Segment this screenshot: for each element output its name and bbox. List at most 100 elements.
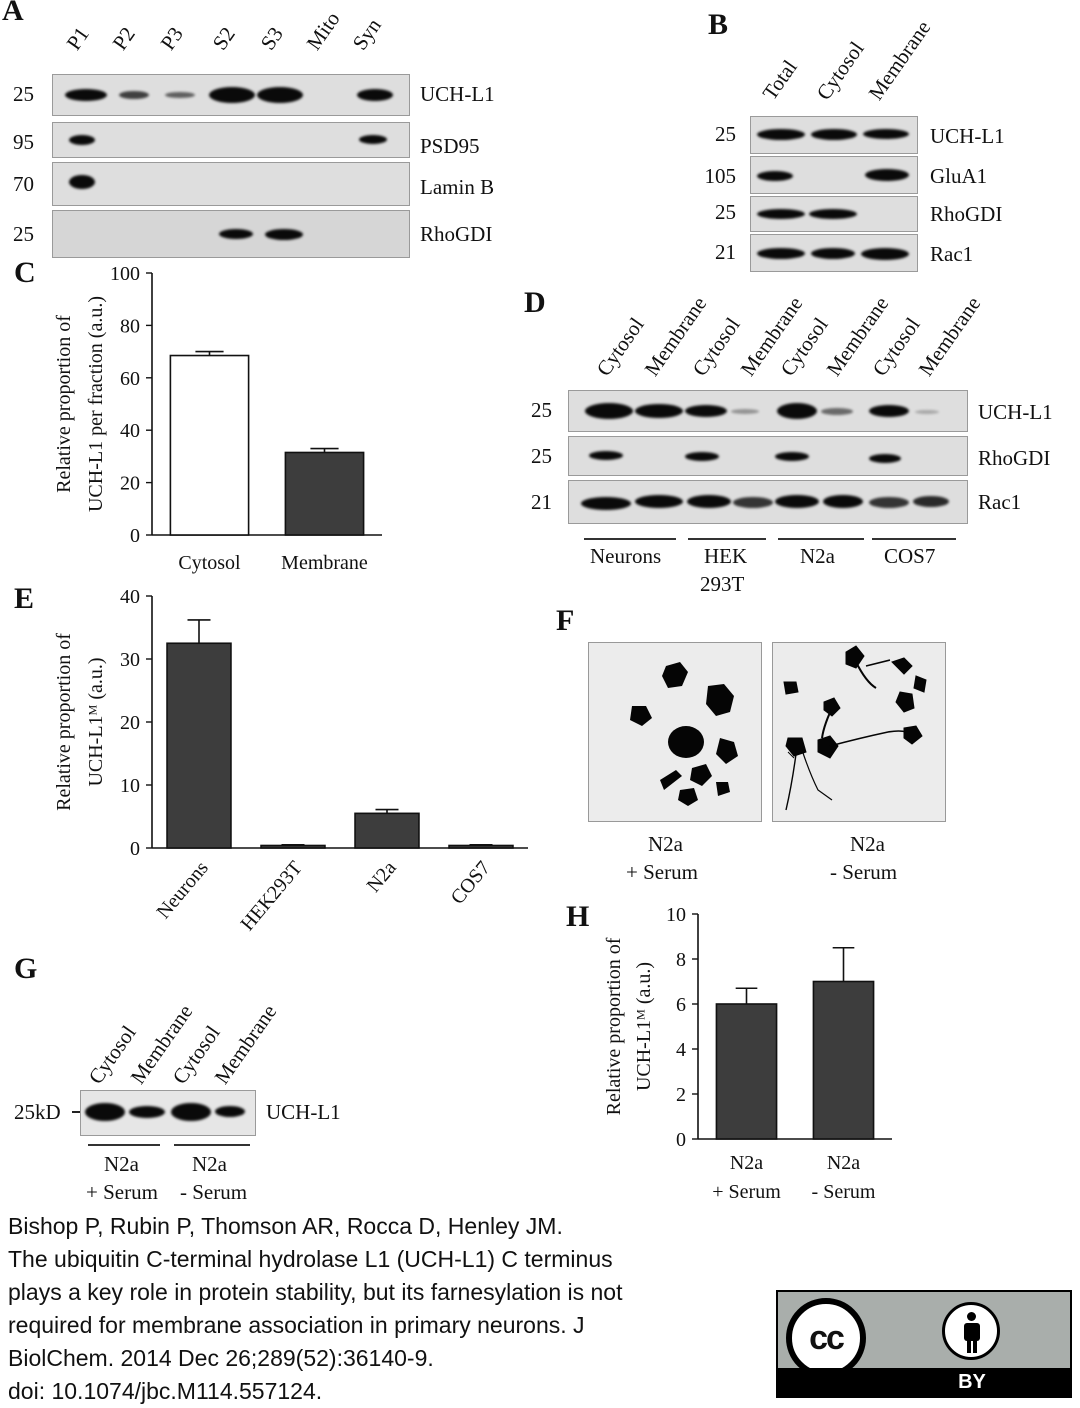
micrograph-label: N2a xyxy=(850,832,885,856)
y-tick-label: 0 xyxy=(676,1129,686,1151)
row-label: Lamin B xyxy=(420,175,495,199)
y-tick-label: 40 xyxy=(120,420,140,442)
group-underline xyxy=(88,1144,160,1146)
micrograph-serum xyxy=(588,642,762,822)
group-label: N2a xyxy=(104,1152,139,1176)
chart-c: 0 20 40 60 80 100 Relative proportion of UCH-L1… xyxy=(53,263,382,574)
y-tick-label: 10 xyxy=(120,775,140,797)
cc-logo-icon: cc xyxy=(786,1298,866,1378)
by-label: BY xyxy=(958,1371,986,1393)
blot-strip-uchl1 xyxy=(750,116,918,154)
lane-label: Cytosol xyxy=(811,37,869,105)
micrograph-label: + Serum xyxy=(626,860,698,884)
bar xyxy=(354,812,420,849)
y-tick-label: 20 xyxy=(120,473,140,495)
blot-strip-rhogdi xyxy=(750,196,918,232)
x-tick-label: - Serum xyxy=(812,1181,876,1203)
blot-strip-uchl1 xyxy=(80,1090,256,1136)
blot-strip-rac1 xyxy=(750,234,918,272)
x-tick-label: HEK293T xyxy=(236,857,306,935)
panel-h-letter: H xyxy=(566,900,590,933)
mw-marker: 25kD xyxy=(14,1100,61,1124)
bar xyxy=(448,844,514,849)
cc-by-license-badge: cc BY xyxy=(776,1290,1072,1398)
mw-marker: 105 xyxy=(704,164,737,188)
group-label: COS7 xyxy=(884,544,936,568)
caption-line: The ubiquitin C-terminal hydrolase L1 (U… xyxy=(8,1246,613,1272)
group-underline xyxy=(778,538,864,540)
x-tick-label: N2a xyxy=(730,1152,763,1174)
caption-line: Bishop P, Rubin P, Thomson AR, Rocca D, … xyxy=(8,1213,563,1239)
row-label: RhoGDI xyxy=(420,222,493,246)
blot-strip-rhogdi xyxy=(52,210,410,258)
chart-h: 0 2 4 6 8 10 Relative proportion of UCH-L1ᴹ (a.… xyxy=(603,904,892,1203)
bar xyxy=(715,1003,778,1140)
person-icon xyxy=(942,1302,1000,1360)
row-label: UCH-L1 xyxy=(978,400,1053,424)
panel-c-letter: C xyxy=(14,256,36,289)
panel-d-letter: D xyxy=(524,286,546,319)
citation-caption: Bishop P, Rubin P, Thomson AR, Rocca D, … xyxy=(8,1210,768,1408)
group-label: 293T xyxy=(700,572,745,596)
bar xyxy=(284,451,365,536)
y-tick-label: 60 xyxy=(120,368,140,390)
x-tick-label: + Serum xyxy=(712,1181,781,1203)
y-tick-label: 40 xyxy=(120,586,140,608)
y-axis-label: Relative proportion of xyxy=(603,937,625,1115)
mw-marker: 25 xyxy=(715,122,736,146)
group-label: HEK xyxy=(704,544,748,568)
panel-e-letter: E xyxy=(14,582,35,615)
lane-label: Mito xyxy=(301,7,345,55)
group-label: - Serum xyxy=(180,1180,248,1204)
mw-marker: 25 xyxy=(531,398,552,422)
micrograph-label: - Serum xyxy=(830,860,898,884)
mw-tick xyxy=(72,1111,82,1113)
group-label: N2a xyxy=(800,544,835,568)
lane-label: P2 xyxy=(107,22,140,55)
panel-g-letter: G xyxy=(14,952,38,985)
bar xyxy=(812,980,875,1140)
x-tick-label: N2a xyxy=(827,1152,860,1174)
group-underline xyxy=(872,538,956,540)
row-label: PSD95 xyxy=(420,134,480,158)
blot-strip-glua1 xyxy=(750,156,918,194)
row-label: UCH-L1 xyxy=(420,82,495,106)
y-axis-label: UCH-L1ᴹ (a.u.) xyxy=(85,657,107,786)
mw-marker: 25 xyxy=(13,82,34,106)
y-axis-label: UCH-L1 per fraction (a.u.) xyxy=(85,296,107,512)
y-tick-label: 6 xyxy=(676,994,686,1016)
x-tick-label: COS7 xyxy=(447,857,495,909)
group-label: Neurons xyxy=(590,544,662,568)
blot-strip-uchl1 xyxy=(52,74,410,116)
mw-marker: 95 xyxy=(13,130,34,154)
micrograph-label: N2a xyxy=(648,832,683,856)
chart-e: 0 10 20 30 40 Relative proportion of UCH-L1ᴹ (… xyxy=(53,586,528,935)
row-label: RhoGDI xyxy=(930,202,1003,226)
mw-marker: 70 xyxy=(13,172,34,196)
mw-marker: 25 xyxy=(715,200,736,224)
lane-label: P3 xyxy=(155,22,188,55)
group-underline xyxy=(688,538,766,540)
bar xyxy=(166,642,232,849)
y-tick-label: 4 xyxy=(676,1039,686,1061)
row-label: Rac1 xyxy=(978,490,1022,514)
row-label: Rac1 xyxy=(930,242,974,266)
mw-marker: 25 xyxy=(13,222,34,246)
lane-label: S2 xyxy=(207,22,240,55)
lane-label: Syn xyxy=(347,13,386,55)
lane-label: Cytosol xyxy=(591,313,649,381)
blot-strip-rhogdi xyxy=(568,436,968,476)
group-label: + Serum xyxy=(86,1180,158,1204)
y-tick-label: 30 xyxy=(120,649,140,671)
x-tick-label: Cytosol xyxy=(178,552,241,574)
y-axis-label: UCH-L1ᴹ (a.u.) xyxy=(633,962,655,1091)
y-axis-label: Relative proportion of xyxy=(53,315,75,493)
lane-label: Membrane xyxy=(209,1000,282,1089)
y-tick-label: 2 xyxy=(676,1084,686,1106)
lane-label: Membrane xyxy=(863,16,936,105)
row-label: UCH-L1 xyxy=(930,124,1005,148)
group-label: N2a xyxy=(192,1152,227,1176)
caption-line: required for membrane association in pri… xyxy=(8,1312,585,1338)
y-tick-label: 0 xyxy=(130,525,140,547)
row-label: UCH-L1 xyxy=(266,1100,341,1124)
